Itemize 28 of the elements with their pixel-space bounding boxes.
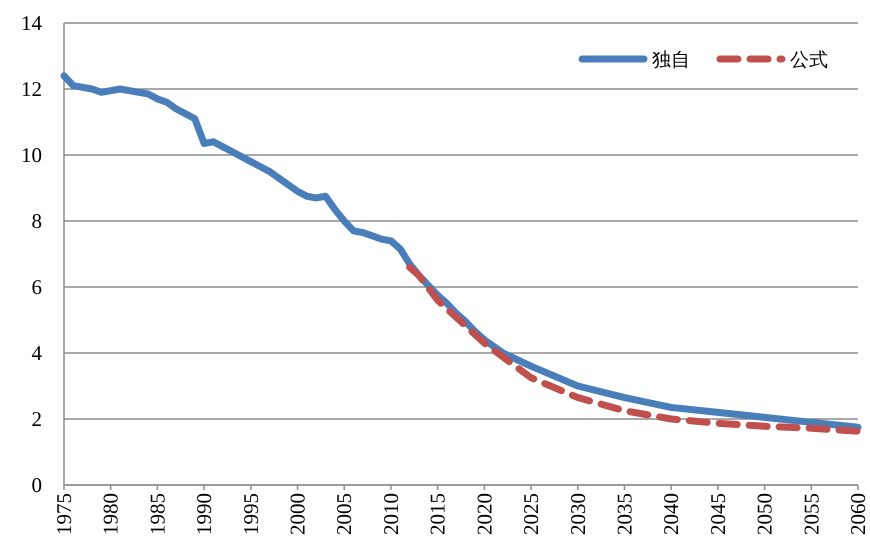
legend-label: 公式 [790,49,828,71]
x-tick-label: 1980 [98,493,123,535]
y-tick-label: 10 [21,143,42,167]
x-tick-label: 2020 [472,493,496,535]
y-tick-label: 14 [21,11,42,35]
x-tick-label: 2025 [519,493,544,535]
x-tick-label: 2060 [846,493,870,535]
x-tick-label: 2005 [332,493,356,535]
x-tick-label: 2010 [378,493,403,535]
legend-label: 独自 [652,49,690,71]
x-tick-label: 1985 [145,493,170,535]
y-tick-label: 12 [21,77,42,101]
y-tick-label: 8 [32,209,42,233]
x-tick-label: 2040 [659,493,684,535]
x-tick-label: 1975 [52,493,76,535]
y-tick-label: 2 [32,407,42,431]
x-tick-label: 2030 [566,493,590,535]
y-tick-label: 6 [32,275,42,299]
x-tick-label: 1990 [192,493,216,535]
x-tick-label: 2000 [286,493,310,535]
x-tick-label: 1995 [238,493,263,535]
y-tick-label: 0 [32,473,42,497]
x-tick-label: 2055 [799,493,824,535]
x-tick-label: 2050 [752,493,777,535]
x-tick-label: 2015 [426,493,450,535]
y-tick-label: 4 [32,341,42,365]
x-tick-label: 2045 [706,493,730,535]
x-tick-label: 2035 [612,493,636,535]
